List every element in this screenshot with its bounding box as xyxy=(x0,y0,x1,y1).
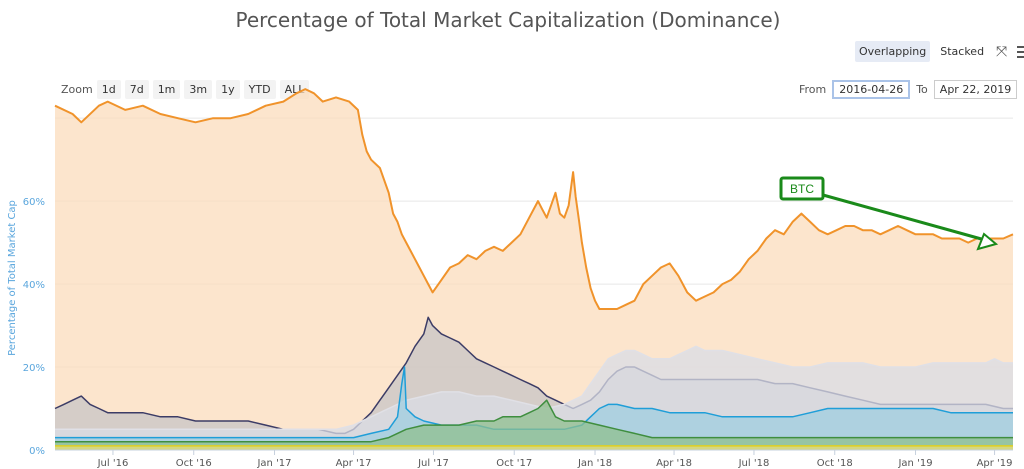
zoom-7d-button[interactable]: 7d xyxy=(124,80,149,99)
zoom-control: Zoom 1d 7d 1m 3m 1y YTD ALL xyxy=(61,80,310,99)
annotation-box xyxy=(779,176,825,201)
series-area-xem xyxy=(55,400,1013,450)
x-tick-label: Apr '19 xyxy=(977,458,1013,469)
stacked-button[interactable]: Stacked xyxy=(936,41,989,62)
date-range: From 2016-04-26 To Apr 22, 2019 xyxy=(799,80,1018,99)
chart-mode-toolbar: Overlapping Stacked ⤧ xyxy=(855,41,1024,62)
series-line-xrp[interactable] xyxy=(55,345,1013,431)
zoom-ytd-button[interactable]: YTD xyxy=(243,80,276,99)
series-line-xem[interactable] xyxy=(55,399,1013,443)
from-label: From xyxy=(799,83,827,96)
y-tick-label: 0% xyxy=(29,446,45,457)
x-tick-label: Jul '17 xyxy=(417,458,449,469)
x-tick-label: Jan '17 xyxy=(256,458,291,469)
zoom-label: Zoom xyxy=(61,83,93,96)
y-tick-label: 60% xyxy=(23,197,45,208)
annotation-arrow-line xyxy=(822,193,986,242)
x-tick-label: Jul '16 xyxy=(97,458,129,469)
zoom-1d-button[interactable]: 1d xyxy=(96,80,121,99)
annotation-arrowhead-icon xyxy=(976,232,999,251)
series-line-ltc[interactable] xyxy=(55,366,1013,439)
chart-title: Percentage of Total Market Capitalizatio… xyxy=(235,8,781,32)
y-tick-label: 40% xyxy=(23,280,45,291)
series-line-btc[interactable] xyxy=(54,88,1014,310)
zoom-3m-button[interactable]: 3m xyxy=(184,80,213,99)
zoom-1y-button[interactable]: 1y xyxy=(216,80,240,99)
to-date-input[interactable]: Apr 22, 2019 xyxy=(933,80,1018,99)
btc-annotation: BTC xyxy=(779,176,999,251)
x-tick-label: Apr '18 xyxy=(656,458,692,469)
y-axis-label: Percentage of Total Market Cap xyxy=(7,200,18,356)
series-area-btc xyxy=(55,89,1013,450)
annotation-label: BTC xyxy=(790,182,814,196)
to-label: To xyxy=(916,83,928,96)
x-tick-label: Oct '16 xyxy=(176,458,212,469)
x-tick-label: Apr '17 xyxy=(336,458,372,469)
x-tick-label: Jan '19 xyxy=(897,458,932,469)
zoom-1m-button[interactable]: 1m xyxy=(152,80,181,99)
overlapping-button[interactable]: Overlapping xyxy=(855,41,931,62)
x-tick-label: Oct '17 xyxy=(496,458,532,469)
x-tick-label: Jul '18 xyxy=(738,458,770,469)
y-tick-label: 20% xyxy=(23,363,45,374)
series-area-dash xyxy=(55,445,1013,450)
from-date-input[interactable]: 2016-04-26 xyxy=(832,80,911,99)
x-tick-label: Jan '18 xyxy=(577,458,612,469)
menu-icon[interactable] xyxy=(1017,45,1024,58)
expand-icon[interactable]: ⤧ xyxy=(996,43,1008,60)
series-area-ltc xyxy=(55,367,1013,450)
x-tick-label: Oct '18 xyxy=(817,458,853,469)
